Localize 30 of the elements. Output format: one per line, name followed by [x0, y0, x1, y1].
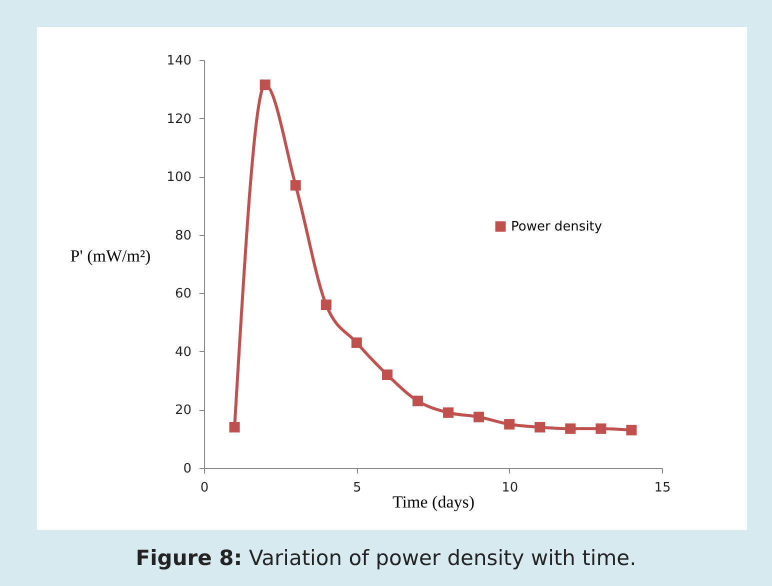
- y-tick-label: 120: [166, 112, 192, 127]
- point: [320, 300, 332, 310]
- point: [229, 422, 240, 432]
- y-tick-label: 0: [183, 462, 192, 476]
- caption: Figure 8: Variation of power density with time.: [134, 546, 638, 570]
- y-tick-label: 80: [174, 228, 192, 244]
- point: [412, 396, 423, 406]
- y-axis-title: P' (mW/m²): [70, 246, 151, 266]
- x-tick-label: 10: [502, 480, 518, 496]
- point: [596, 423, 606, 434]
- point: [534, 422, 546, 432]
- point: [504, 419, 515, 430]
- point: [382, 370, 392, 380]
- point: [351, 337, 362, 348]
- point: [443, 407, 454, 418]
- y-tick-label: 100: [166, 170, 192, 186]
- x-tick-label: 5: [353, 480, 362, 496]
- point: [565, 423, 576, 434]
- point: [474, 412, 484, 422]
- point: [290, 180, 301, 191]
- x-tick-label: 15: [654, 480, 671, 496]
- legend-label: Power density: [511, 220, 602, 234]
- y-tick-label: 140: [166, 54, 192, 68]
- y-tick-label: 40: [174, 344, 192, 360]
- y-tick-label: 60: [174, 286, 192, 302]
- x-tick-label: 0: [200, 480, 209, 496]
- x-axis-title: Time (days): [392, 492, 475, 512]
- point: [626, 424, 637, 436]
- y-tick-label: 20: [174, 403, 192, 418]
- point: [260, 80, 270, 90]
